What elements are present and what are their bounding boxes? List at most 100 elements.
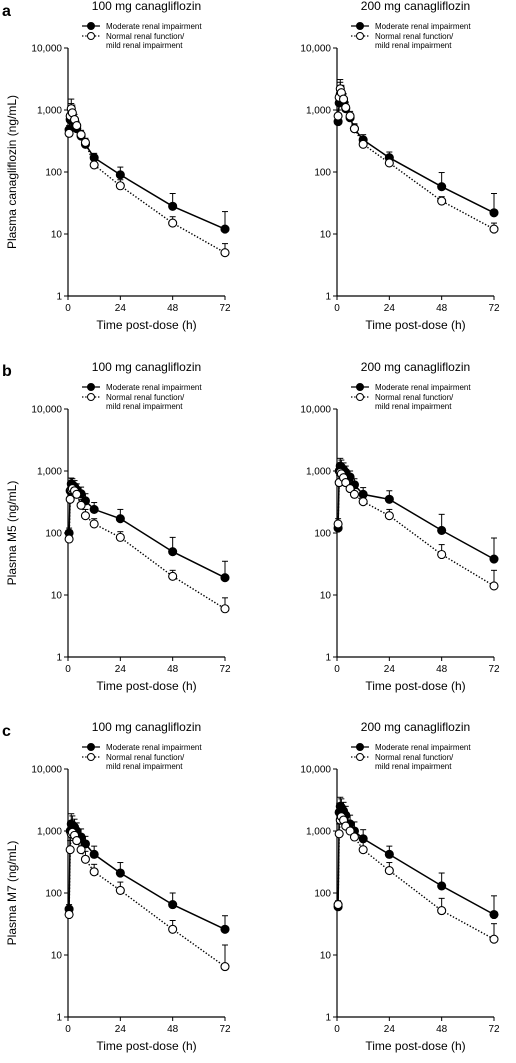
y-tick-label: 10 xyxy=(51,951,63,962)
y-tick-label: 1,000 xyxy=(37,467,62,478)
data-point xyxy=(338,94,349,104)
x-tick-label: 48 xyxy=(167,664,179,675)
series-moderate-renal-impairment xyxy=(333,457,499,564)
data-point xyxy=(76,130,86,140)
series-moderate-renal-impairment xyxy=(333,81,499,218)
series-line xyxy=(68,487,226,610)
y-tick-label: 1,000 xyxy=(306,467,331,478)
data-point xyxy=(437,196,447,206)
x-tick-label: 0 xyxy=(65,303,71,314)
y-tick-label: 100 xyxy=(314,889,331,900)
series-line xyxy=(337,88,495,230)
x-axis-label: Time post-dose (h) xyxy=(96,318,196,332)
data-point xyxy=(64,128,74,138)
data-point xyxy=(80,511,90,521)
data-point xyxy=(115,514,125,524)
y-tick-label: 1 xyxy=(325,653,331,664)
y-tick-label: 10,000 xyxy=(300,765,331,776)
legend-label: Normal renal function/mild renal impairm… xyxy=(106,32,185,50)
series-moderate-renal-impairment xyxy=(64,477,230,583)
data-point xyxy=(168,571,178,581)
y-tick-label: 100 xyxy=(45,529,62,540)
x-tick-label: 0 xyxy=(334,1024,340,1035)
y-tick-label: 10 xyxy=(320,951,332,962)
data-point xyxy=(76,500,86,510)
data-point xyxy=(345,111,355,121)
y-axis-label: Plasma M5 (ng/mL) xyxy=(5,481,19,586)
chart-b-200mg: 200 mg canagliflozin 1 10 100 1,000 10,000 0 24… xyxy=(300,360,500,693)
legend-marker xyxy=(356,383,364,391)
data-point xyxy=(89,867,99,877)
data-point xyxy=(489,208,499,218)
y-tick-label: 10,000 xyxy=(300,405,331,416)
y-axis-label: Plasma M7 (ng/mL) xyxy=(5,841,19,946)
x-tick-label: 24 xyxy=(115,303,127,314)
x-tick-label: 24 xyxy=(384,1024,396,1035)
data-point xyxy=(220,604,230,614)
series-moderate-renal-impairment xyxy=(64,103,230,234)
data-point xyxy=(437,182,447,192)
data-point xyxy=(115,170,125,180)
data-point xyxy=(115,181,125,191)
series-line xyxy=(337,470,495,587)
data-point xyxy=(489,224,499,234)
data-point xyxy=(384,866,394,876)
x-axis-label: Time post-dose (h) xyxy=(365,679,465,693)
chart-a-100mg: 100 mg canagliflozin 1 10 100 1,000 10,000 0 24… xyxy=(5,0,231,332)
legend-label: Moderate renal impairment xyxy=(375,22,471,31)
data-point xyxy=(168,924,178,934)
legend-label: Normal renal function/mild renal impairm… xyxy=(106,393,185,411)
data-point xyxy=(341,102,351,112)
legend-marker xyxy=(87,743,95,751)
legend-marker xyxy=(87,753,95,761)
x-axis-label: Time post-dose (h) xyxy=(365,1039,465,1053)
x-tick-label: 24 xyxy=(384,664,396,675)
data-point xyxy=(384,158,394,168)
data-point xyxy=(437,549,447,560)
y-tick-label: 100 xyxy=(314,168,331,179)
data-point xyxy=(220,248,230,258)
data-point xyxy=(89,519,99,529)
legend-marker xyxy=(87,32,95,40)
y-tick-label: 1 xyxy=(325,1013,331,1024)
panel-letter-a: a xyxy=(2,3,11,20)
data-point xyxy=(384,849,394,859)
y-tick-label: 10,000 xyxy=(31,405,62,416)
legend-marker xyxy=(356,393,364,401)
series-line xyxy=(68,482,226,579)
data-point xyxy=(72,121,82,131)
series-normal-mild-renal-impairment xyxy=(64,481,230,614)
x-tick-label: 0 xyxy=(65,664,71,675)
data-point xyxy=(358,139,368,149)
chart-title: 200 mg canagliflozin xyxy=(361,0,470,13)
series-normal-mild-renal-impairment xyxy=(333,808,499,944)
x-tick-label: 48 xyxy=(436,1024,448,1035)
y-tick-label: 100 xyxy=(314,529,331,540)
data-point xyxy=(89,160,99,170)
legend-marker xyxy=(87,383,95,391)
y-tick-label: 100 xyxy=(45,889,62,900)
x-tick-label: 0 xyxy=(334,303,340,314)
chart-title: 100 mg canagliflozin xyxy=(92,0,201,13)
data-point xyxy=(72,836,82,846)
y-tick-label: 10,000 xyxy=(300,44,331,55)
legend-marker xyxy=(356,743,364,751)
y-tick-label: 10 xyxy=(51,230,63,241)
y-tick-label: 100 xyxy=(45,168,62,179)
x-tick-label: 72 xyxy=(219,664,231,675)
y-tick-label: 1 xyxy=(56,653,62,664)
data-point xyxy=(437,906,447,916)
data-point xyxy=(89,504,99,514)
y-tick-label: 1,000 xyxy=(37,106,62,117)
x-tick-label: 48 xyxy=(436,664,448,675)
series-line xyxy=(68,108,226,254)
legend-label: Moderate renal impairment xyxy=(375,743,471,752)
data-point xyxy=(489,581,499,591)
